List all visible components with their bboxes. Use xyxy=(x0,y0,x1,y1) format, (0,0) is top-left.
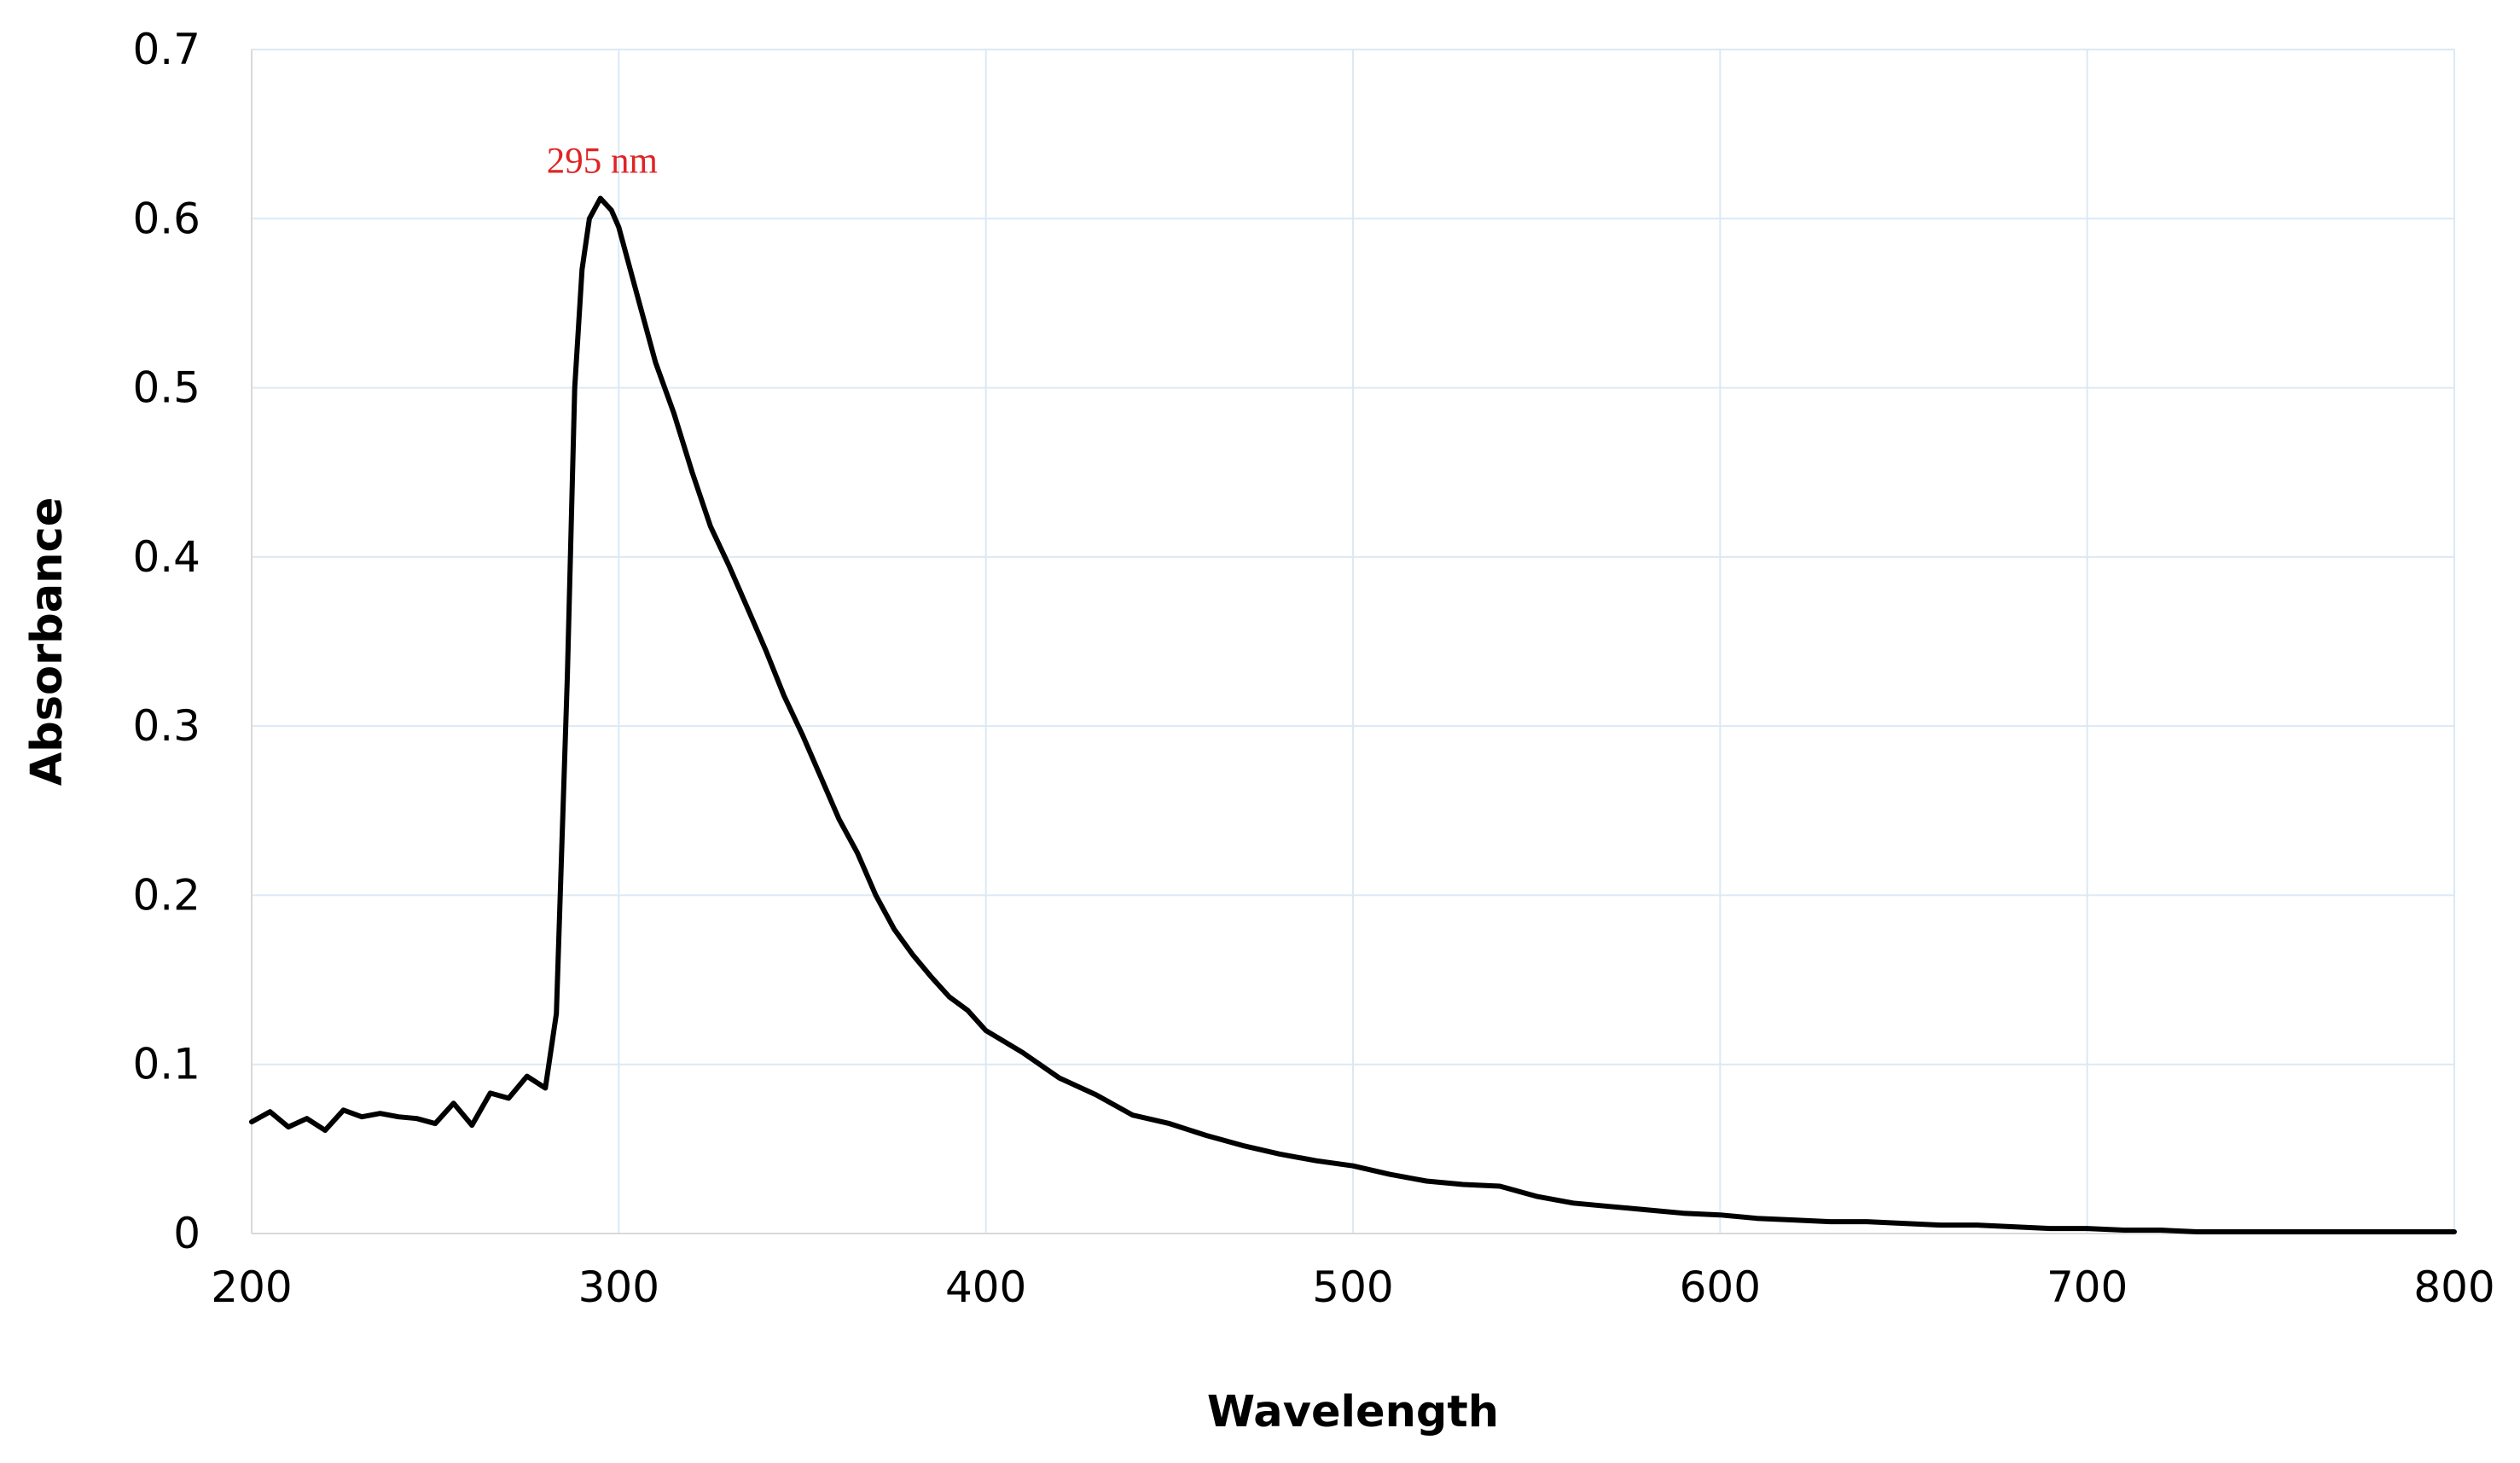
x-tick-label-300: 300 xyxy=(578,1263,659,1312)
series xyxy=(249,195,2457,1234)
x-tick-label-400: 400 xyxy=(945,1263,1026,1312)
x-tick-label-700: 700 xyxy=(2047,1263,2128,1312)
y-tick-label-2: 0.2 xyxy=(132,870,200,920)
y-tick-label-0: 0 xyxy=(173,1209,200,1258)
y-tick-labels: 0 0.1 0.2 0.3 0.4 0.5 0.6 0.7 xyxy=(132,25,200,1258)
x-tick-label-600: 600 xyxy=(1680,1263,1761,1312)
x-tick-label-200: 200 xyxy=(211,1263,292,1312)
x-tick-labels: 200 300 400 500 600 700 800 xyxy=(211,1263,2494,1312)
series-line-0 xyxy=(249,195,2457,1234)
y-tick-label-3: 0.3 xyxy=(132,701,200,751)
gridlines xyxy=(252,49,2455,1234)
y-tick-label-7: 0.7 xyxy=(132,25,200,74)
y-tick-label-6: 0.6 xyxy=(132,194,200,243)
x-tick-label-800: 800 xyxy=(2413,1263,2494,1312)
x-axis-title: Wavelength xyxy=(1207,1387,1499,1437)
peak-annotation: 295 nm xyxy=(547,141,658,181)
y-tick-label-1: 0.1 xyxy=(132,1040,200,1089)
x-tick-label-500: 500 xyxy=(1312,1263,1393,1312)
y-axis-title: Absorbance xyxy=(22,497,73,787)
y-tick-label-4: 0.4 xyxy=(132,532,200,582)
annotations: 295 nm xyxy=(547,141,658,181)
axes xyxy=(251,49,2454,1234)
y-tick-label-5: 0.5 xyxy=(132,363,200,413)
